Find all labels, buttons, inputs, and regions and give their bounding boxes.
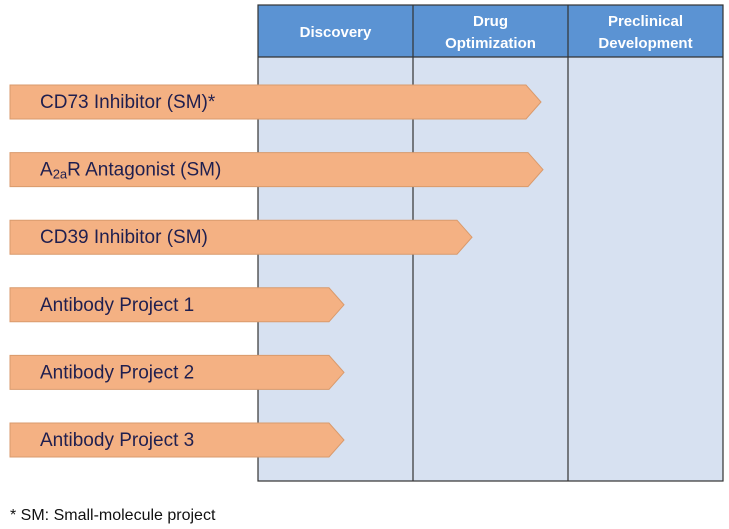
stage-header: Preclinical Development	[598, 13, 692, 52]
footnote: * SM: Small-molecule project	[10, 507, 216, 524]
program-arrow	[9, 354, 345, 390]
stage-header: Discovery	[300, 24, 372, 41]
stage-grid	[257, 4, 724, 482]
label-part: 2a	[53, 167, 68, 182]
label-part: A	[40, 160, 53, 181]
program-arrow	[9, 219, 473, 255]
grid-header	[258, 5, 723, 57]
program-label: CD73 Inhibitor (SM)*	[40, 92, 216, 113]
program-label: Antibody Project 3	[40, 430, 194, 451]
grid-body	[258, 57, 723, 481]
program-arrow	[9, 422, 345, 458]
program-label: CD39 Inhibitor (SM)	[40, 227, 208, 248]
program-label: Antibody Project 1	[40, 295, 194, 316]
stage-header: Drug Optimization	[445, 13, 536, 52]
program-arrow	[9, 152, 544, 188]
program-arrow	[9, 84, 542, 120]
program-label: A2aR Antagonist (SM)	[40, 160, 221, 182]
program-label: Antibody Project 2	[40, 362, 194, 383]
program-arrow	[9, 287, 345, 323]
label-part: R Antagonist (SM)	[67, 160, 221, 181]
